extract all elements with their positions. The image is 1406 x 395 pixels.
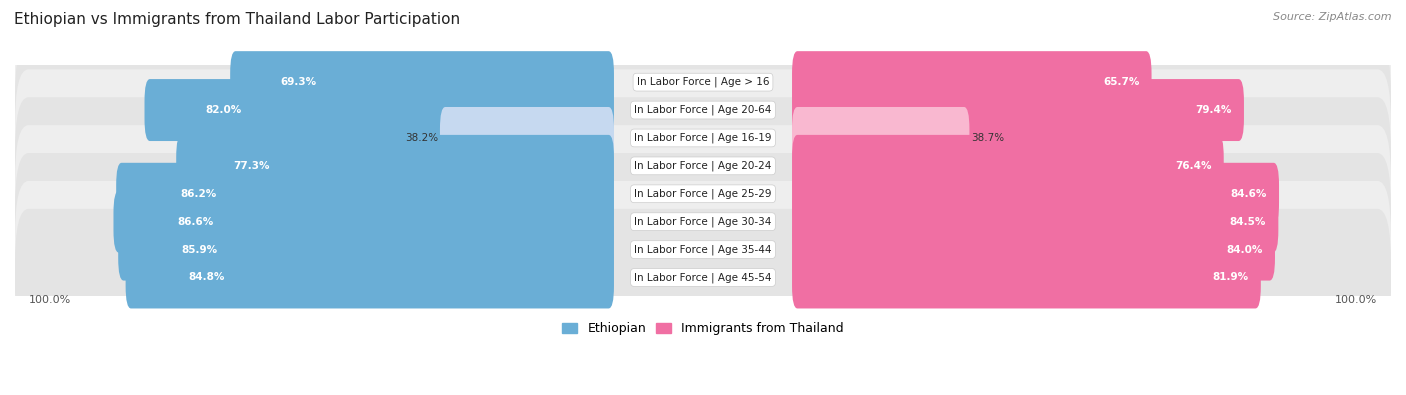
Text: In Labor Force | Age 45-54: In Labor Force | Age 45-54: [634, 272, 772, 283]
Text: 84.5%: 84.5%: [1230, 217, 1267, 227]
Text: 69.3%: 69.3%: [280, 77, 316, 87]
FancyBboxPatch shape: [792, 51, 1152, 113]
Text: 38.2%: 38.2%: [405, 133, 439, 143]
FancyBboxPatch shape: [792, 135, 1223, 197]
FancyBboxPatch shape: [114, 191, 614, 253]
Text: In Labor Force | Age 16-19: In Labor Force | Age 16-19: [634, 133, 772, 143]
Text: In Labor Force | Age 30-34: In Labor Force | Age 30-34: [634, 216, 772, 227]
FancyBboxPatch shape: [15, 153, 1391, 290]
Text: Source: ZipAtlas.com: Source: ZipAtlas.com: [1274, 12, 1392, 22]
Text: 84.6%: 84.6%: [1230, 189, 1267, 199]
FancyBboxPatch shape: [15, 13, 1391, 151]
FancyBboxPatch shape: [125, 246, 614, 308]
Text: Ethiopian vs Immigrants from Thailand Labor Participation: Ethiopian vs Immigrants from Thailand La…: [14, 12, 460, 27]
Text: 79.4%: 79.4%: [1195, 105, 1232, 115]
FancyBboxPatch shape: [118, 218, 614, 280]
FancyBboxPatch shape: [792, 191, 1278, 253]
Text: 84.8%: 84.8%: [188, 273, 225, 282]
FancyBboxPatch shape: [440, 107, 614, 169]
Text: In Labor Force | Age 20-24: In Labor Force | Age 20-24: [634, 161, 772, 171]
FancyBboxPatch shape: [15, 69, 1391, 207]
Text: 86.6%: 86.6%: [177, 217, 214, 227]
FancyBboxPatch shape: [15, 125, 1391, 262]
FancyBboxPatch shape: [15, 97, 1391, 235]
Text: 76.4%: 76.4%: [1175, 161, 1212, 171]
FancyBboxPatch shape: [792, 246, 1261, 308]
Text: 85.9%: 85.9%: [181, 245, 218, 255]
Text: In Labor Force | Age > 16: In Labor Force | Age > 16: [637, 77, 769, 87]
FancyBboxPatch shape: [231, 51, 614, 113]
Text: In Labor Force | Age 20-64: In Labor Force | Age 20-64: [634, 105, 772, 115]
Text: 84.0%: 84.0%: [1226, 245, 1263, 255]
FancyBboxPatch shape: [176, 135, 614, 197]
Text: 82.0%: 82.0%: [205, 105, 242, 115]
FancyBboxPatch shape: [117, 163, 614, 225]
Text: 86.2%: 86.2%: [180, 189, 217, 199]
FancyBboxPatch shape: [145, 79, 614, 141]
FancyBboxPatch shape: [15, 209, 1391, 346]
FancyBboxPatch shape: [15, 181, 1391, 318]
Text: 100.0%: 100.0%: [1336, 295, 1378, 305]
FancyBboxPatch shape: [792, 163, 1279, 225]
FancyBboxPatch shape: [15, 41, 1391, 179]
FancyBboxPatch shape: [792, 218, 1275, 280]
Text: 81.9%: 81.9%: [1212, 273, 1249, 282]
Text: 65.7%: 65.7%: [1104, 77, 1139, 87]
Text: In Labor Force | Age 25-29: In Labor Force | Age 25-29: [634, 188, 772, 199]
Text: 38.7%: 38.7%: [970, 133, 1004, 143]
Text: 100.0%: 100.0%: [28, 295, 70, 305]
Text: 77.3%: 77.3%: [233, 161, 270, 171]
Legend: Ethiopian, Immigrants from Thailand: Ethiopian, Immigrants from Thailand: [557, 317, 849, 340]
FancyBboxPatch shape: [792, 79, 1244, 141]
FancyBboxPatch shape: [792, 107, 969, 169]
Text: In Labor Force | Age 35-44: In Labor Force | Age 35-44: [634, 245, 772, 255]
